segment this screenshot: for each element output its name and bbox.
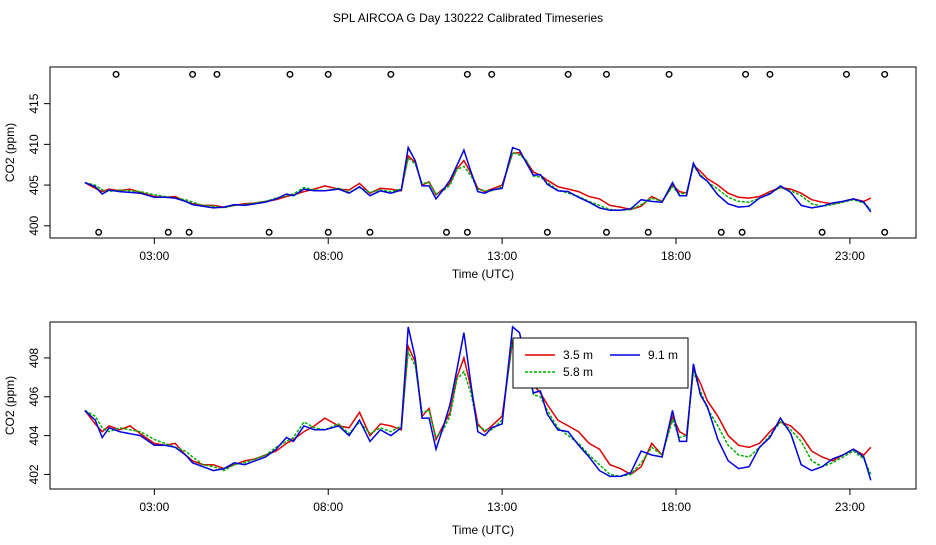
marker-top bbox=[564, 70, 572, 78]
marker-bottom bbox=[881, 228, 889, 236]
marker-top bbox=[742, 70, 750, 78]
x-tick-label: 03:00 bbox=[139, 500, 169, 514]
y-axis-label: CO2 (ppm) bbox=[3, 376, 17, 435]
marker-top bbox=[665, 70, 673, 78]
x-tick-label: 13:00 bbox=[487, 249, 517, 263]
y-tick-label: 404 bbox=[27, 425, 41, 445]
legend-box bbox=[512, 337, 689, 389]
x-tick-label: 23:00 bbox=[835, 249, 865, 263]
series-line-2 bbox=[84, 151, 872, 212]
marker-bottom bbox=[95, 228, 103, 236]
y-tick-label: 415 bbox=[27, 93, 41, 113]
marker-top bbox=[324, 70, 332, 78]
marker-bottom bbox=[644, 228, 652, 236]
marker-top bbox=[213, 70, 221, 78]
x-tick-label: 18:00 bbox=[661, 500, 691, 514]
y-axis-label: CO2 (ppm) bbox=[3, 123, 17, 182]
series-line-3 bbox=[84, 325, 872, 481]
marker-bottom bbox=[738, 228, 746, 236]
series-line-2 bbox=[84, 337, 872, 478]
marker-bottom bbox=[602, 228, 610, 236]
x-tick-label: 18:00 bbox=[661, 249, 691, 263]
series-line-1 bbox=[84, 337, 872, 476]
marker-top bbox=[463, 70, 471, 78]
y-tick-label: 406 bbox=[27, 386, 41, 406]
panel-top: 03:00 08:00 13:00 18:00 23:00 400 405 410 415 Tim… bbox=[3, 66, 917, 281]
x-tick-label: 08:00 bbox=[313, 249, 343, 263]
marker-top bbox=[842, 70, 850, 78]
x-tick-label: 23:00 bbox=[835, 500, 865, 514]
x-axis-label: Time (UTC) bbox=[452, 523, 514, 537]
marker-bottom bbox=[442, 228, 450, 236]
marker-top bbox=[387, 70, 395, 78]
marker-top bbox=[881, 70, 889, 78]
legend-label: 5.8 m bbox=[563, 365, 593, 379]
plot-frame bbox=[49, 321, 917, 490]
y-tick-label: 408 bbox=[27, 348, 41, 368]
marker-top bbox=[602, 70, 610, 78]
marker-bottom bbox=[463, 228, 471, 236]
plot-frame bbox=[49, 66, 917, 239]
marker-bottom bbox=[185, 228, 193, 236]
chart-title: SPL AIRCOA G Day 130222 Calibrated Times… bbox=[333, 11, 603, 25]
y-tick-label: 410 bbox=[27, 134, 41, 154]
marker-top bbox=[112, 70, 120, 78]
marker-top bbox=[488, 70, 496, 78]
x-tick-label: 08:00 bbox=[313, 500, 343, 514]
marker-bottom bbox=[164, 228, 172, 236]
legend: 3.5 m 5.8 m 9.1 m bbox=[512, 337, 689, 389]
y-tick-label: 400 bbox=[27, 215, 41, 235]
marker-bottom bbox=[265, 228, 273, 236]
marker-bottom bbox=[366, 228, 374, 236]
legend-label: 9.1 m bbox=[648, 348, 678, 362]
marker-bottom bbox=[818, 228, 826, 236]
marker-top bbox=[189, 70, 197, 78]
panel-bottom: 03:00 08:00 13:00 18:00 23:00 402 404 406 408 Tim… bbox=[3, 321, 917, 537]
y-tick-label: 405 bbox=[27, 175, 41, 195]
legend-label: 3.5 m bbox=[563, 348, 593, 362]
marker-bottom bbox=[717, 228, 725, 236]
x-tick-label: 03:00 bbox=[139, 249, 169, 263]
x-axis-label: Time (UTC) bbox=[452, 267, 514, 281]
marker-bottom bbox=[543, 228, 551, 236]
x-tick-label: 13:00 bbox=[487, 500, 517, 514]
marker-top bbox=[286, 70, 294, 78]
marker-top bbox=[766, 70, 774, 78]
y-tick-label: 402 bbox=[27, 464, 41, 484]
marker-bottom bbox=[324, 228, 332, 236]
series-line-3 bbox=[84, 145, 872, 213]
